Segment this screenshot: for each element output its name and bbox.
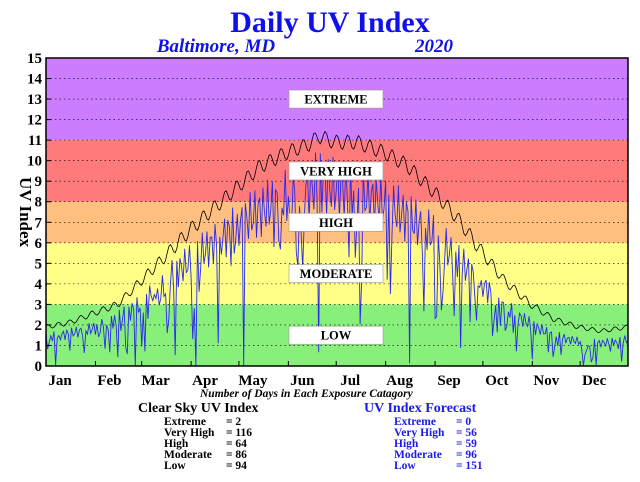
x-tick-label: Nov <box>533 373 559 389</box>
x-tick-label: Aug <box>386 373 413 389</box>
band-label-moderate: MODERATE <box>300 267 373 281</box>
x-tick-label: Feb <box>97 373 121 389</box>
x-tick-label: Apr <box>192 373 218 389</box>
band-label-extreme: EXTREME <box>304 93 367 107</box>
y-tick-label: 2 <box>35 318 43 334</box>
y-tick-label: 7 <box>35 215 43 231</box>
summary-row-label: Extreme <box>394 416 436 428</box>
summary-row-label: High <box>394 438 419 450</box>
summary-row: Very High = 116 <box>164 427 258 439</box>
band-label-very-high: VERY HIGH <box>300 164 372 178</box>
summary-row: Extreme = 0 <box>394 416 483 428</box>
clear-sky-summary: Clear Sky UV Index Extreme = 2 Very High = … <box>138 401 258 472</box>
x-tick-label: Jun <box>290 373 315 389</box>
band-label-box-high <box>288 212 384 232</box>
summary-row-label: Extreme <box>164 416 206 428</box>
summary-row-value: = 2 <box>226 416 242 428</box>
clear-sky-summary-rows: Extreme = 2 Very High = 116 High = 64 Moderate… <box>164 416 258 472</box>
y-tick-label: 3 <box>35 297 43 313</box>
summary-row: Extreme = 2 <box>164 416 258 428</box>
summary-row-value: = 59 <box>456 438 477 450</box>
summary-row-value: = 116 <box>226 427 253 439</box>
summary-row-value: = 56 <box>456 427 477 439</box>
y-tick-label: 10 <box>27 154 42 170</box>
y-tick-label: 6 <box>35 236 43 252</box>
y-tick-label: 1 <box>35 338 43 354</box>
series-line-clear-sky <box>45 130 629 333</box>
summary-row: Low = 94 <box>164 460 258 472</box>
summary-row-value: = 86 <box>226 449 247 461</box>
summary-row: Low = 151 <box>394 460 483 472</box>
summary-row-value: = 94 <box>226 460 247 472</box>
x-axis-note: Number of Days in Each Exposure Catagory <box>200 388 413 400</box>
chart-title: Daily UV Index <box>230 6 429 39</box>
x-tick-label: Mar <box>142 373 171 389</box>
chart-subtitle-location: Baltimore, MD <box>156 36 276 57</box>
summary-row-label: High <box>164 438 189 450</box>
x-tick-label: Oct <box>485 373 508 389</box>
summary-row-label: Moderate <box>164 449 212 461</box>
band-label-box-moderate <box>288 264 384 283</box>
y-tick-label: 15 <box>27 51 42 67</box>
y-tick-label: 14 <box>27 72 43 88</box>
summary-row: Moderate = 96 <box>394 449 483 461</box>
y-tick-label: 13 <box>27 92 42 108</box>
summary-row-label: Low <box>164 460 186 472</box>
x-tick-label: May <box>238 373 268 389</box>
summary-row-value: = 0 <box>456 416 472 428</box>
chart-subtitle-year: 2020 <box>414 36 454 57</box>
summary-row: Moderate = 86 <box>164 449 258 461</box>
summary-row-value: = 96 <box>456 449 477 461</box>
band-label-box-extreme <box>288 89 384 109</box>
summary-row: High = 59 <box>394 438 483 450</box>
clear-sky-summary-title: Clear Sky UV Index <box>138 401 259 416</box>
y-tick-label: 9 <box>35 174 43 190</box>
summary-row-label: Moderate <box>394 449 442 461</box>
x-tick-label: Jul <box>340 373 360 389</box>
summary-row-label: Very High <box>394 427 445 439</box>
forecast-summary-rows: Extreme = 0 Very High = 56 High = 59 Moderate =… <box>394 416 483 472</box>
band-label-high: HIGH <box>319 216 353 230</box>
y-tick-label: 12 <box>27 113 42 129</box>
summary-row-label: Low <box>394 460 416 472</box>
band-label-box-low <box>288 325 384 345</box>
summary-row: Very High = 56 <box>394 427 483 439</box>
band-label-low: LOW <box>321 329 352 343</box>
summary-row-label: Very High <box>164 427 215 439</box>
x-tick-group: Jan Feb Mar Apr May Jun Jul Aug Sep Oct Nov Dec <box>45 361 607 389</box>
forecast-summary: UV Index Forecast Extreme = 0 Very High = 5… <box>364 401 483 472</box>
forecast-summary-title: UV Index Forecast <box>364 401 477 416</box>
summary-row-value: = 151 <box>456 460 483 472</box>
y-tick-label: 0 <box>35 359 43 375</box>
band-label-group: LOW MODERATE HIGH VERY HIGH EXTREME <box>288 89 384 345</box>
y-tick-label: 5 <box>35 256 43 272</box>
x-tick-label: Dec <box>582 373 606 389</box>
y-tick-label: 8 <box>35 195 43 211</box>
x-tick-label: Sep <box>437 373 460 389</box>
band-label-box-very-high <box>288 161 384 181</box>
summary-row: High = 64 <box>164 438 258 450</box>
x-tick-label: Jan <box>48 373 72 389</box>
y-tick-label: 4 <box>35 277 43 293</box>
plot-frame <box>45 57 629 367</box>
y-axis-label: UV Index <box>16 177 35 248</box>
summary-row-value: = 64 <box>226 438 247 450</box>
y-tick-label: 11 <box>28 133 42 149</box>
